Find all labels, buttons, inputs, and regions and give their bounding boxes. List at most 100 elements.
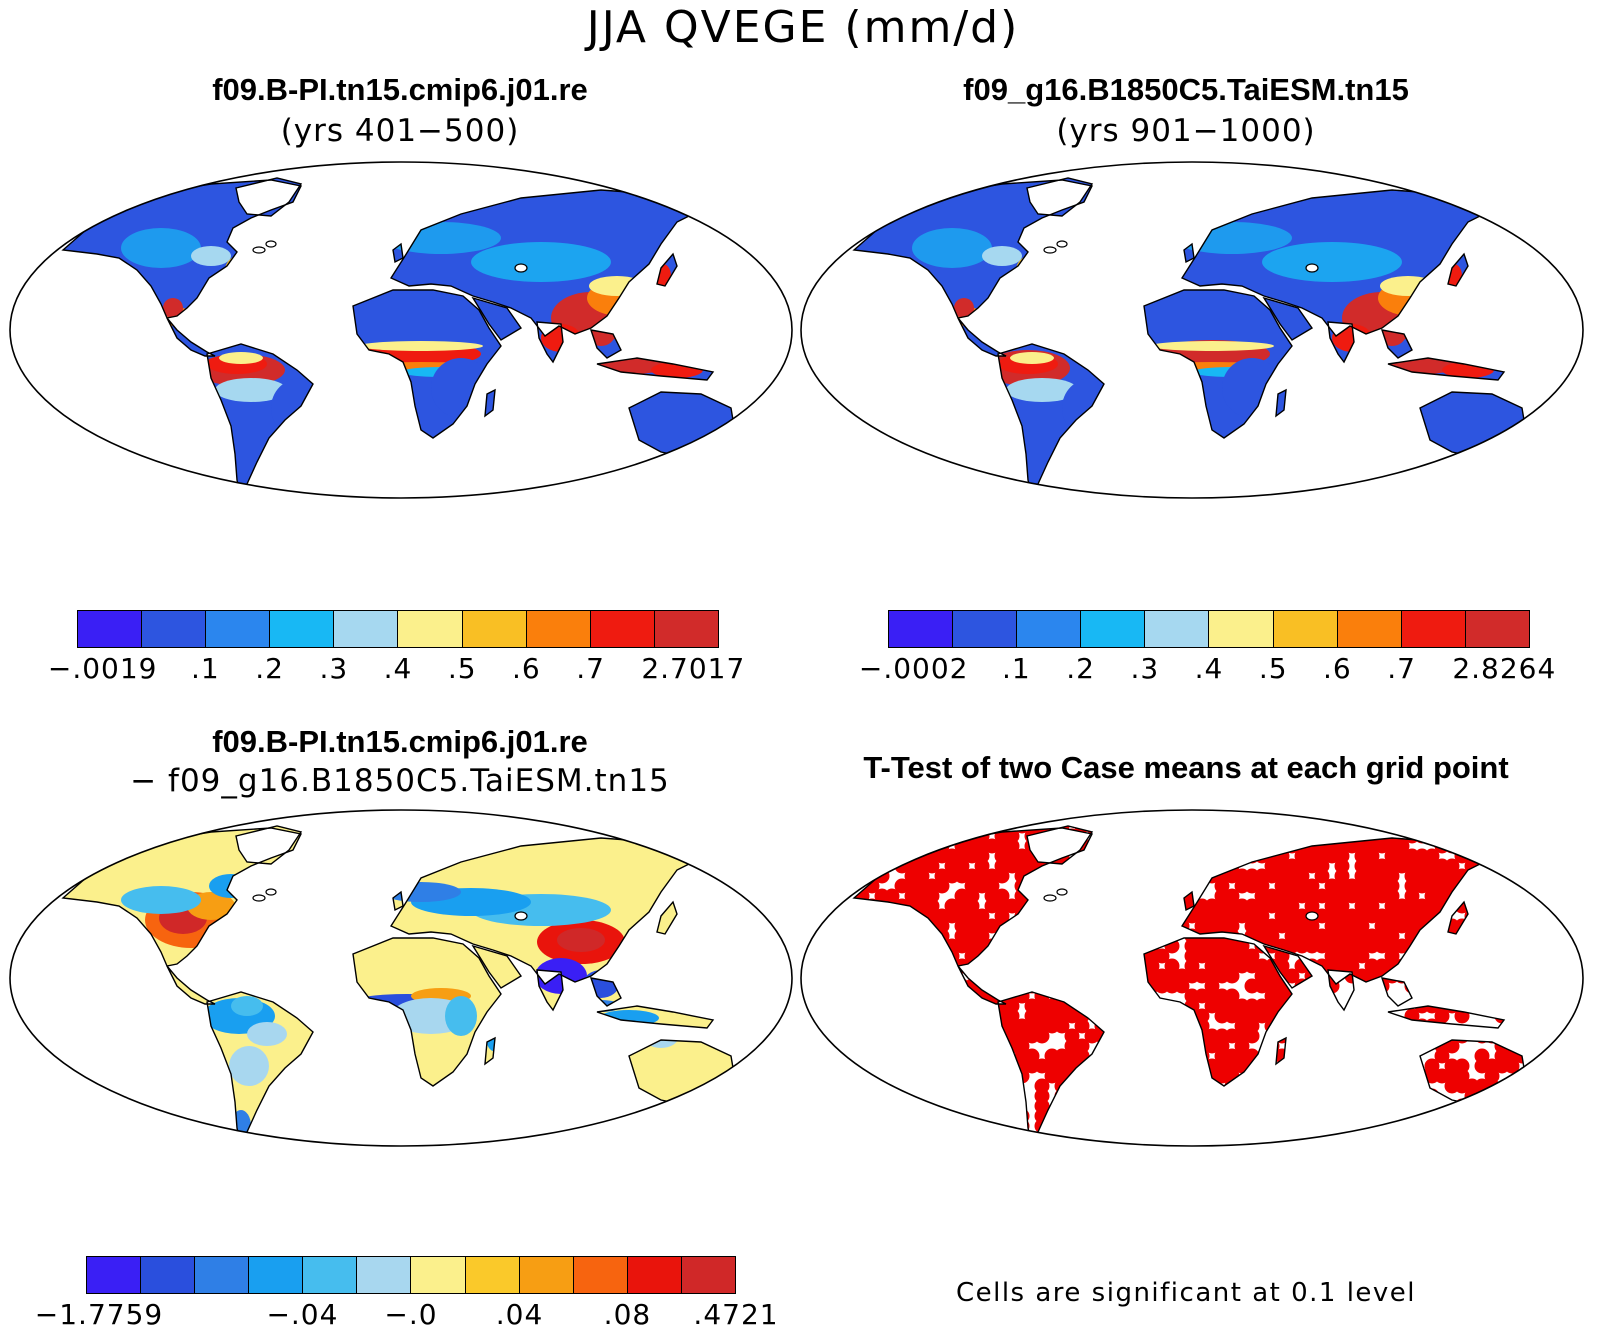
panel1-subtitle: (yrs 401−500): [280, 113, 520, 149]
field-patch: [934, 878, 950, 894]
coastline: [1026, 825, 1094, 865]
field-patch: [884, 818, 900, 834]
field-patch: [874, 858, 890, 874]
coastline: [536, 969, 564, 1012]
field-patch: [471, 242, 611, 282]
field-patch: [121, 228, 201, 268]
field-patch: [874, 838, 890, 854]
field-patch: [1484, 838, 1500, 854]
field-patch: [1504, 1088, 1520, 1104]
map-frame: [800, 809, 1584, 1147]
field-patch: [854, 838, 870, 854]
colorbar-tick-label: −.0002: [858, 652, 969, 685]
coastline: [997, 343, 1105, 498]
coastline: [1540, 452, 1556, 476]
field-patch: [1284, 968, 1300, 984]
coastline: [596, 357, 715, 381]
field-patch: [982, 246, 1022, 266]
field-patch: [1314, 868, 1330, 884]
field-patch: [1054, 1018, 1070, 1034]
field-patch: [1494, 1098, 1510, 1114]
field-patch: [1150, 341, 1274, 351]
colorbar-swatch: [953, 611, 1018, 647]
field-patch: [994, 1128, 1010, 1144]
field-patch: [1494, 858, 1510, 874]
coastline: [596, 1005, 715, 1029]
field-patch: [894, 818, 910, 834]
colorbar-swatch: [249, 1257, 304, 1293]
coastline: [1327, 969, 1355, 1012]
field-patch: [445, 996, 477, 1036]
field-patch: [1074, 1018, 1090, 1034]
field-patch: [1224, 968, 1240, 984]
coastline: [997, 991, 1105, 1146]
lake: [514, 263, 528, 273]
coastline: [471, 944, 523, 989]
panel3-subtitle: − f09_g16.B1850C5.TaiESM.tn15: [130, 763, 670, 799]
colorbar-tick-label: .5: [447, 652, 477, 685]
field-patch: [914, 818, 930, 834]
lake: [1056, 240, 1068, 248]
field-patch: [904, 838, 920, 854]
colorbar-tick-label: .2: [1066, 652, 1095, 685]
panel1-title: f09.B-PI.tn15.cmip6.j01.re: [212, 72, 588, 107]
lake: [265, 240, 277, 248]
colorbar-swatch: [889, 611, 954, 647]
field-patch: [121, 886, 201, 914]
colorbar-swatch: [78, 611, 143, 647]
field-patch: [1354, 948, 1370, 964]
panel3-colorbar: [86, 1256, 736, 1294]
field-patch: [1174, 978, 1190, 994]
land-antarctica: [151, 510, 661, 552]
panel4-map: [800, 809, 1584, 1147]
coastline: [1143, 937, 1293, 1087]
field-patch: [359, 341, 483, 351]
field-patch: [1004, 1128, 1020, 1144]
colorbar-tick-label: .3: [319, 652, 349, 685]
field-patch: [1262, 242, 1402, 282]
figure-title: JJA QVEGE (mm/d): [586, 2, 1020, 53]
coastline: [1327, 321, 1355, 364]
colorbar-swatch: [465, 1257, 520, 1293]
field-patch: [557, 928, 605, 952]
field-patch: [1444, 828, 1460, 844]
coastline: [1380, 329, 1413, 359]
colorbar-tick-label: −.04: [266, 1298, 339, 1331]
lake: [1043, 894, 1057, 902]
field-patch: [1504, 1058, 1520, 1074]
coastline: [1262, 944, 1314, 989]
field-patch: [854, 828, 870, 844]
field-patch: [1434, 1048, 1450, 1064]
field-patch: [1484, 828, 1500, 844]
land-nz: [751, 1102, 763, 1122]
field-patch: [1434, 1008, 1450, 1024]
lake: [1305, 263, 1319, 273]
field-patch: [1474, 838, 1490, 854]
colorbar-swatch: [334, 611, 399, 647]
colorbar-tick-label: .4: [1194, 652, 1224, 685]
field-patch: [191, 246, 231, 266]
field-patch: [924, 828, 940, 844]
land-arabia: [1264, 298, 1312, 340]
field-patch: [1494, 828, 1510, 844]
map-frame: [9, 809, 793, 1147]
colorbar-swatch: [411, 1257, 466, 1293]
coastline: [151, 510, 661, 552]
coastline: [1380, 977, 1413, 1007]
field-patch: [874, 818, 890, 834]
field-patch: [1514, 1088, 1530, 1104]
colorbar-tick-label: .3: [1130, 652, 1160, 685]
colorbar-tick-label: .2: [255, 652, 284, 685]
coastline: [1275, 388, 1287, 418]
colorbar-tick-label: .4: [383, 652, 413, 685]
field-patch: [1494, 848, 1510, 864]
field-patch: [924, 818, 940, 834]
coastline: [61, 827, 303, 967]
panel1-colorbar: [77, 610, 719, 648]
field-patch: [1244, 1028, 1260, 1044]
panel4-title: T-Test of two Case means at each grid po…: [863, 750, 1509, 785]
coastline: [957, 317, 1007, 357]
field-patch: [854, 848, 870, 864]
ocean: [10, 162, 792, 498]
land-nz: [1542, 1102, 1554, 1122]
